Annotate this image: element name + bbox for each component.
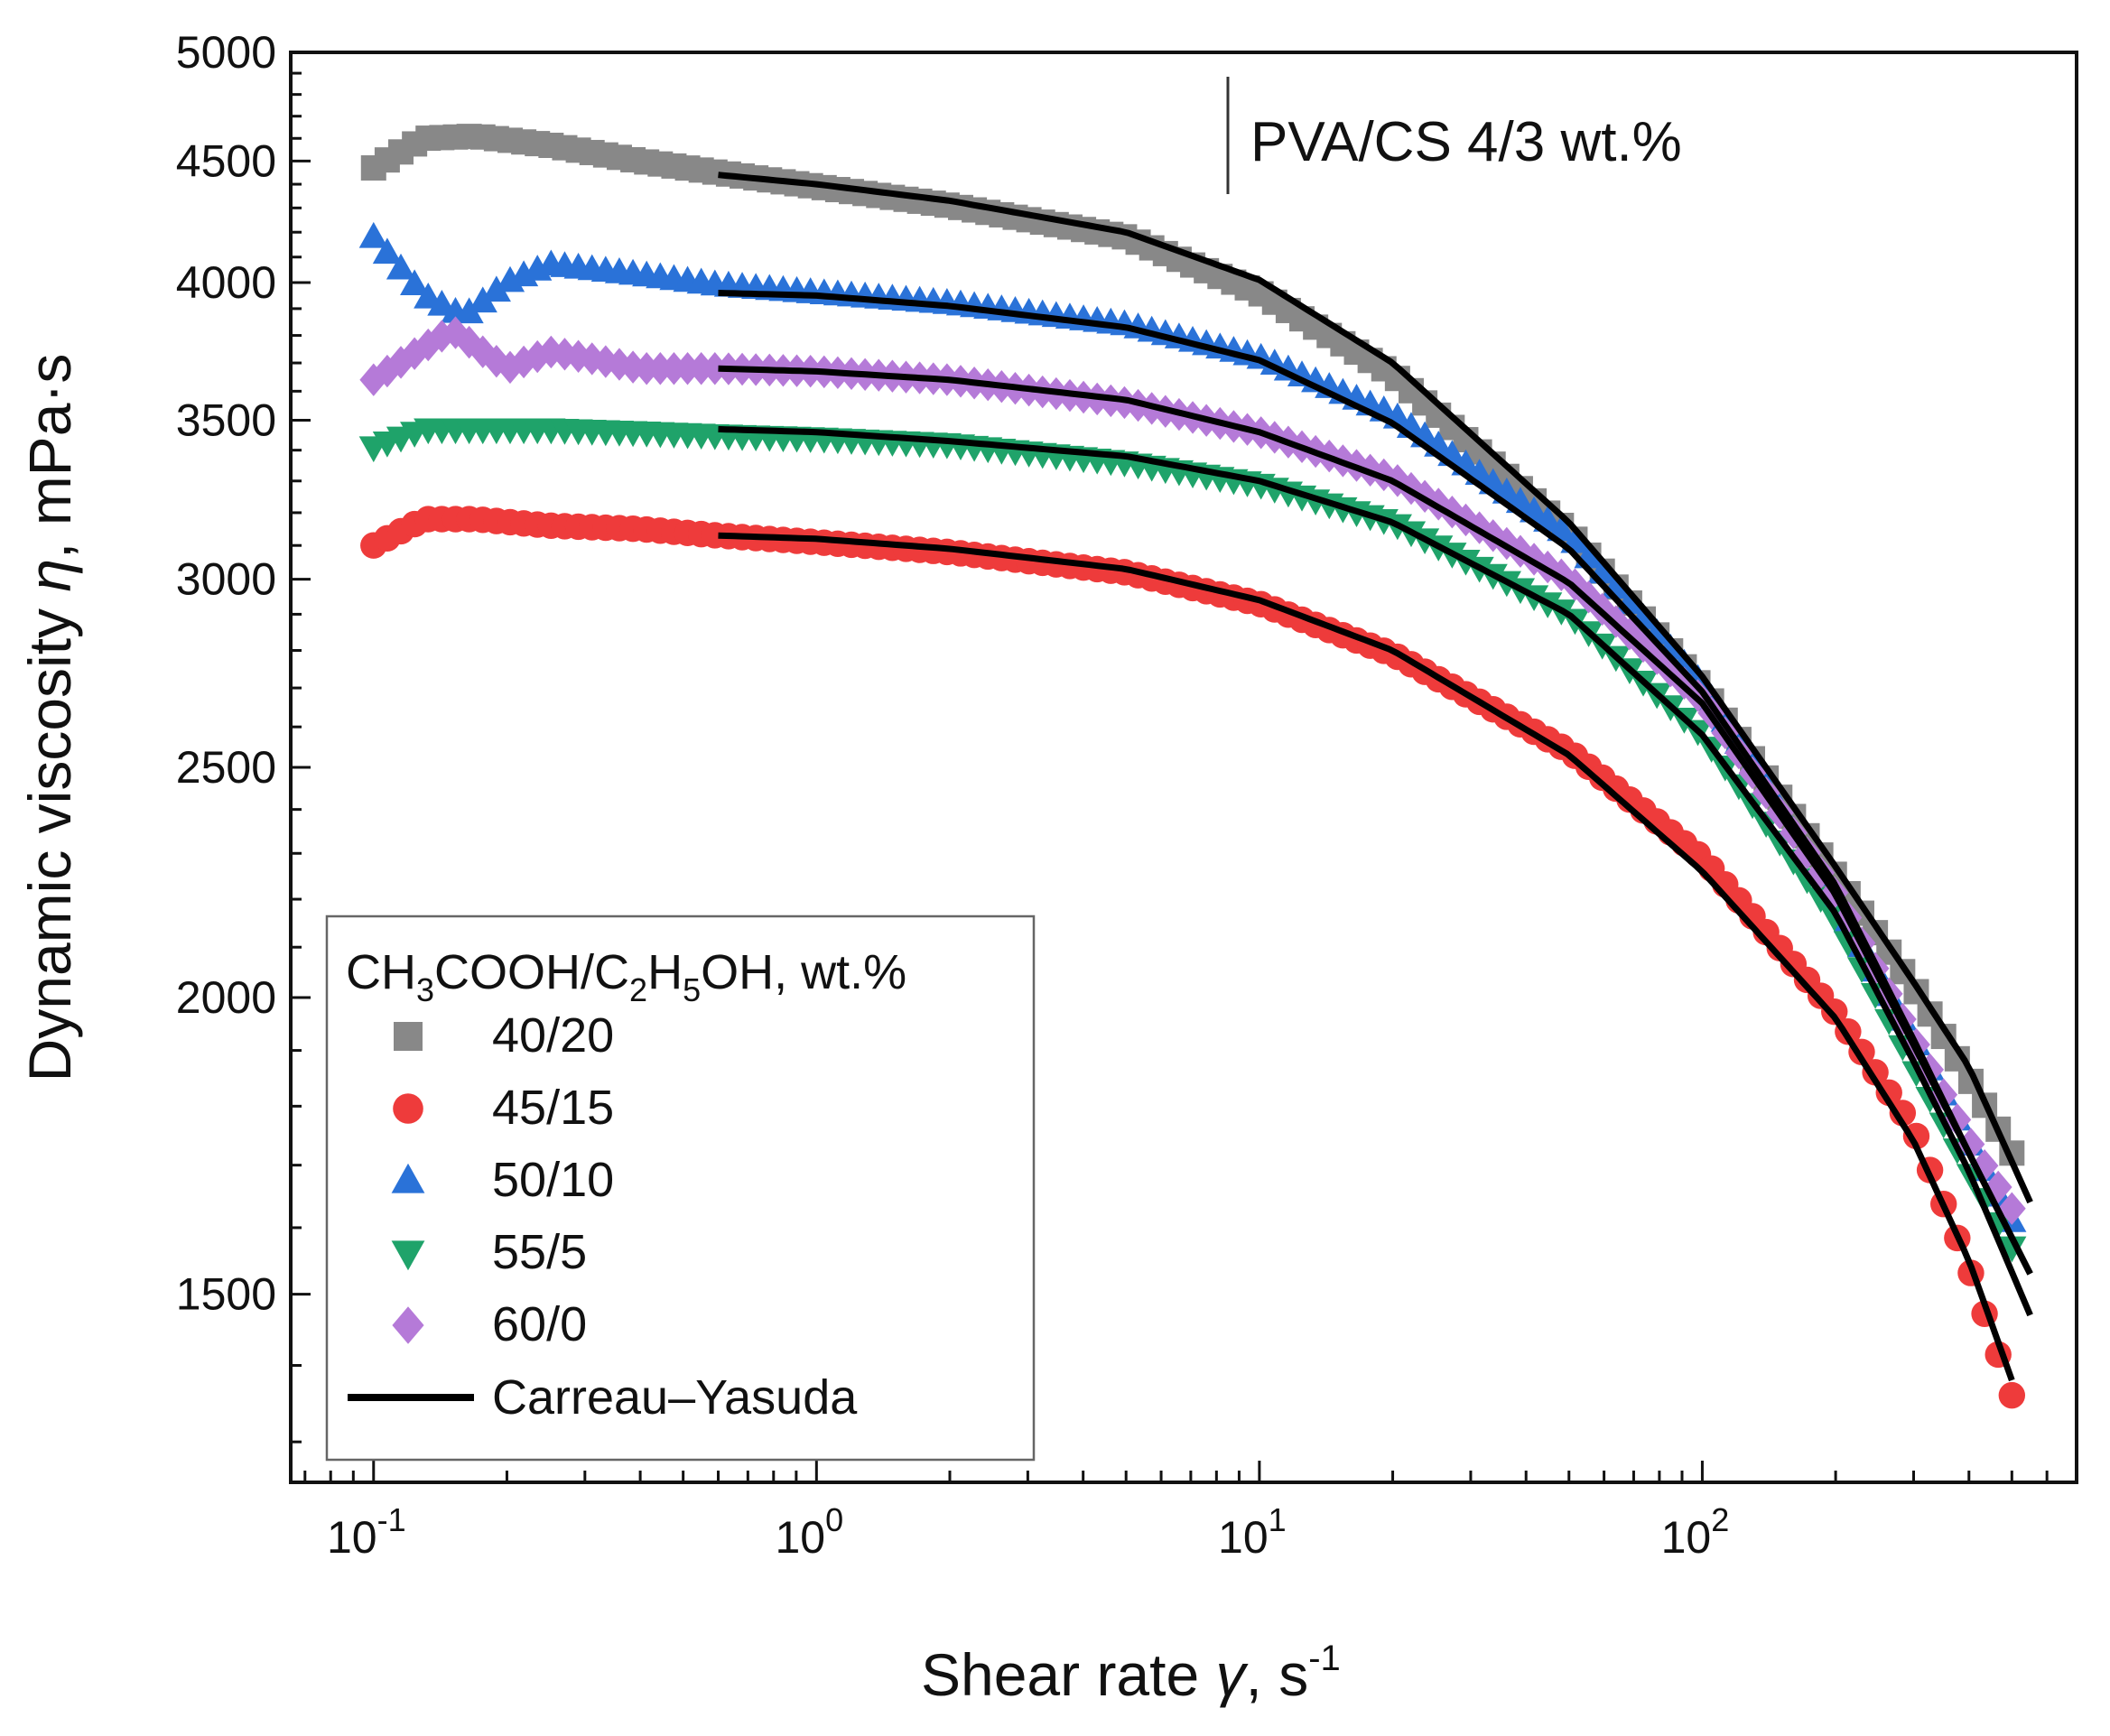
legend-label: 45/15 [492, 1081, 614, 1135]
y-axis-title: Dynamic viscosity η, mPa·s [16, 354, 83, 1082]
data-point [358, 221, 388, 248]
legend: CH3COOH/C2H5OH, wt.% 40/20 45/15 50/10 55/5… [325, 914, 1036, 1462]
legend-marker-60-0 [392, 1306, 424, 1344]
x-axis-title: Shear rate γ, s-1 [921, 1639, 1341, 1708]
y-tick-label: 3000 [176, 554, 276, 605]
data-point [1889, 1100, 1917, 1127]
legend-label: 50/10 [492, 1153, 614, 1207]
y-tick-label: 2500 [176, 742, 276, 793]
data-point [1998, 1381, 2026, 1409]
data-point [468, 286, 497, 313]
data-point [481, 275, 511, 302]
y-tick-label: 4500 [176, 135, 276, 186]
fit-line-50-10 [718, 290, 2033, 1276]
y-tick-label: 5000 [176, 27, 276, 78]
legend-marker-45-15 [393, 1093, 423, 1124]
x-tick-label: 102 [1661, 1501, 1730, 1563]
legend-items: 40/20 45/15 50/10 55/5 60/0 Carreau–Yasuda [348, 1008, 858, 1425]
data-point [400, 269, 430, 296]
data-point [454, 297, 484, 324]
data-point [1997, 1192, 2026, 1225]
data-point [386, 253, 416, 280]
fit-line-45-15 [718, 532, 2015, 1382]
fit-line-40-20 [718, 172, 2033, 1204]
legend-label: 60/0 [492, 1297, 587, 1351]
y-tick-label: 1500 [176, 1269, 276, 1320]
data-point [1957, 1128, 1985, 1161]
y-tick-label: 2000 [176, 972, 276, 1023]
axes: 10-1 100 101 102 1500 2000 2500 3000 3500 4000 450… [176, 27, 2078, 1563]
fit-line-60-0 [718, 365, 2033, 1276]
data-point [1875, 1079, 1902, 1107]
legend-marker-40-20 [394, 1022, 423, 1051]
data-point [1970, 1149, 1999, 1183]
y-tick-label: 4000 [176, 257, 276, 308]
fit-line-55-5 [718, 425, 2033, 1317]
legend-label: 55/5 [492, 1225, 587, 1279]
data-point [1997, 1236, 2027, 1263]
legend-title: CH3COOH/C2H5OH, wt.% [346, 945, 906, 1008]
x-tick-label: 100 [776, 1501, 844, 1563]
legend-marker-50-10 [391, 1163, 425, 1193]
legend-label: Carreau–Yasuda [492, 1370, 858, 1425]
plot-content [358, 124, 2033, 1409]
x-tick-label: 101 [1218, 1501, 1287, 1563]
data-point [372, 237, 402, 265]
chart-annotation: PVA/CS 4/3 wt.% [1250, 111, 1682, 173]
y-tick-label: 3500 [176, 395, 276, 446]
x-tick-label: 10-1 [327, 1501, 406, 1563]
legend-marker-55-5 [391, 1240, 425, 1271]
legend-box [325, 914, 1036, 1462]
legend-label: 40/20 [492, 1008, 614, 1063]
data-point [386, 346, 415, 379]
